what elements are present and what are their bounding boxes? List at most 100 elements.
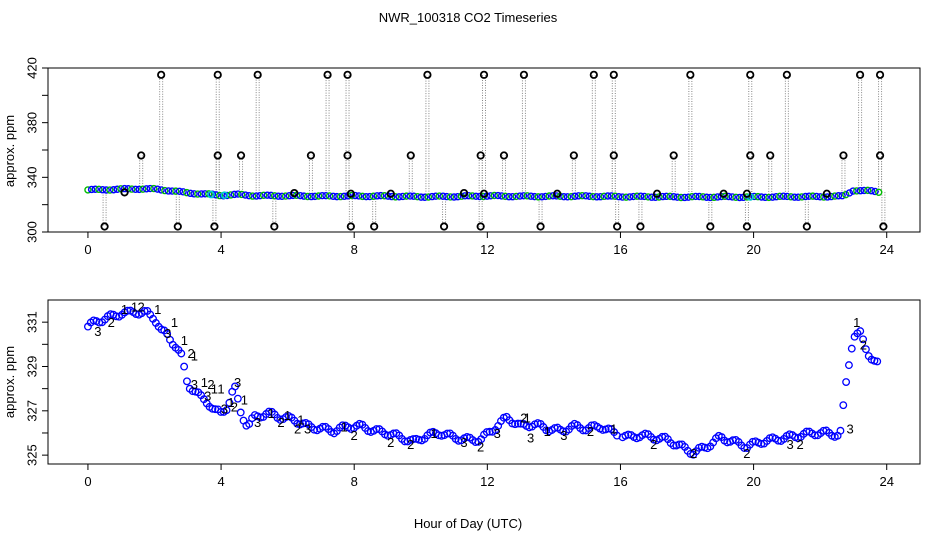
- bottom-point-273: [859, 335, 868, 344]
- top-point-53: [278, 192, 286, 201]
- top-point-94: [428, 192, 436, 201]
- top-spike-near-7: [652, 189, 662, 198]
- top-point-130: [560, 192, 568, 201]
- bottom-flag-two-13: 2: [650, 437, 657, 452]
- top-point-123: [534, 193, 542, 201]
- top-y-tick-label-3: 420: [25, 57, 40, 79]
- top-spike-mid-3: [306, 151, 316, 160]
- top-point-196: [801, 192, 810, 201]
- bottom-point-35: [183, 377, 191, 386]
- top-point-31: [197, 190, 206, 198]
- top-point-88: [406, 192, 414, 200]
- top-point-52: [274, 192, 283, 200]
- bottom-point-266: [839, 401, 848, 410]
- top-point-99: [446, 193, 455, 201]
- top-spike-low-8: [536, 222, 545, 231]
- top-spike-mid-12: [766, 151, 775, 160]
- top-point-47: [256, 191, 264, 200]
- top-y-tick-label-1: 340: [25, 166, 40, 188]
- bottom-y-tick-label-1: 327: [25, 400, 40, 422]
- top-spike-low-0: [100, 222, 109, 231]
- top-spike-high-5: [423, 70, 432, 79]
- top-spike-high-14: [875, 70, 885, 79]
- bottom-flag-three-9: 3: [494, 426, 501, 441]
- top-point-64: [318, 191, 326, 200]
- top-point-198: [809, 192, 817, 200]
- top-spike-high-12: [782, 70, 791, 79]
- bottom-flag-one-17: 1: [544, 424, 551, 439]
- top-point-27: [183, 188, 191, 197]
- top-x-tick-label-5: 20: [746, 242, 760, 257]
- top-point-152: [640, 192, 649, 201]
- bottom-point-152: [513, 419, 522, 428]
- bottom-flag-one-13: 1: [297, 413, 304, 428]
- bottom-point-115: [409, 435, 418, 443]
- bottom-flag-two-17: 2: [860, 337, 867, 352]
- bottom-point-206: [669, 441, 678, 450]
- bottom-y-tick-label-3: 331: [25, 311, 40, 333]
- top-point-164: [684, 193, 693, 201]
- bottom-point-178: [587, 421, 596, 430]
- bottom-point-265: [836, 426, 845, 435]
- top-point-132: [567, 192, 575, 201]
- top-point-193: [790, 193, 799, 201]
- top-point-28: [186, 189, 195, 198]
- top-point-142: [604, 192, 612, 200]
- top-point-75: [358, 192, 367, 201]
- top-point-165: [688, 193, 696, 201]
- bottom-flag-two-14: 2: [690, 446, 697, 461]
- top-point-114: [501, 192, 510, 201]
- top-spike-mid-2: [236, 151, 246, 160]
- top-point-6: [106, 186, 114, 194]
- top-point-86: [399, 192, 407, 201]
- top-point-186: [765, 193, 773, 202]
- top-point-25: [175, 187, 184, 196]
- top-point-63: [314, 192, 323, 200]
- bottom-point-269: [847, 344, 856, 353]
- top-point-78: [369, 192, 378, 200]
- top-point-138: [589, 192, 597, 201]
- top-spike-mid-6: [476, 151, 485, 160]
- bottom-flag-two-16: 2: [797, 437, 804, 452]
- top-point-15: [139, 185, 147, 193]
- bottom-flag-three-5: 3: [234, 375, 241, 390]
- top-point-166: [691, 192, 700, 201]
- top-point-59: [300, 192, 308, 200]
- bottom-flag-one-0: 1: [121, 302, 128, 317]
- top-point-113: [497, 192, 506, 200]
- bottom-point-141: [482, 428, 491, 437]
- top-point-180: [743, 193, 751, 201]
- top-spike-high-8: [589, 70, 598, 79]
- top-point-40: [230, 190, 239, 199]
- top-point-153: [644, 193, 652, 201]
- top-spike-high-11: [746, 70, 755, 79]
- top-point-20: [157, 186, 165, 194]
- top-spike-low-9: [613, 222, 622, 231]
- bottom-flag-three-0: 3: [94, 324, 101, 339]
- top-x-tick-label-4: 16: [613, 242, 627, 257]
- top-point-125: [541, 192, 550, 201]
- top-point-23: [168, 187, 176, 195]
- top-point-111: [490, 191, 499, 200]
- top-point-139: [593, 193, 601, 201]
- top-point-189: [776, 192, 784, 201]
- top-x-tick-label-0: 0: [84, 242, 91, 257]
- top-point-93: [424, 193, 433, 201]
- top-spike-low-4: [346, 222, 355, 231]
- bottom-plot-frame: [47, 299, 921, 465]
- top-point-163: [680, 193, 689, 202]
- bottom-x-tick-label-3: 12: [480, 474, 494, 489]
- top-point-204: [831, 192, 839, 200]
- bottom-flag-one-4: 1: [181, 333, 188, 348]
- top-x-tick-label-1: 4: [217, 242, 224, 257]
- top-spike-high-4: [343, 70, 352, 79]
- bottom-flag-two-5: 2: [277, 415, 284, 430]
- top-point-209: [849, 187, 857, 195]
- top-point-206: [838, 192, 846, 200]
- bottom-flag-three-3: 3: [204, 388, 211, 403]
- top-point-194: [794, 193, 802, 201]
- top-spike-low-3: [270, 222, 279, 231]
- top-point-5: [102, 186, 110, 194]
